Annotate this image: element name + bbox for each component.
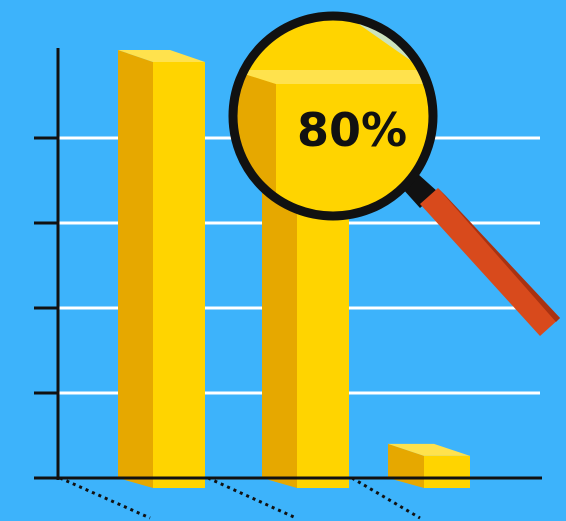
y-axis-ticks bbox=[34, 136, 58, 395]
bar-front bbox=[424, 455, 470, 488]
bar-front bbox=[153, 62, 205, 488]
floor-shadows bbox=[59, 476, 421, 520]
bar bbox=[262, 137, 349, 488]
bar bbox=[118, 50, 205, 488]
bar-top bbox=[388, 443, 470, 456]
floor-shadow bbox=[351, 476, 421, 520]
bar-side bbox=[262, 137, 297, 488]
bar-front bbox=[297, 149, 349, 488]
floor-shadow bbox=[59, 476, 151, 520]
bar-top bbox=[118, 50, 205, 62]
magnifier-label: 80% bbox=[297, 103, 407, 157]
bar-side bbox=[118, 50, 153, 488]
axes bbox=[34, 48, 542, 480]
bars bbox=[118, 50, 470, 488]
floor-shadow bbox=[207, 476, 297, 520]
